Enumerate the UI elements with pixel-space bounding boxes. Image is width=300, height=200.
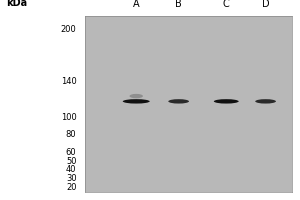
Text: D: D: [262, 0, 269, 9]
Ellipse shape: [168, 99, 189, 104]
Text: 50: 50: [66, 157, 76, 166]
Text: 140: 140: [61, 77, 76, 86]
Text: A: A: [133, 0, 140, 9]
Text: 30: 30: [66, 174, 76, 183]
Ellipse shape: [123, 99, 150, 104]
Text: B: B: [175, 0, 182, 9]
Text: 80: 80: [66, 130, 76, 139]
Text: 100: 100: [61, 113, 76, 122]
Text: 200: 200: [61, 25, 76, 34]
Text: 40: 40: [66, 166, 76, 174]
Text: 20: 20: [66, 183, 76, 192]
Ellipse shape: [255, 99, 276, 104]
Text: kDa: kDa: [6, 0, 27, 8]
Text: 60: 60: [66, 148, 76, 157]
Ellipse shape: [130, 94, 143, 98]
Text: C: C: [223, 0, 230, 9]
Ellipse shape: [214, 99, 239, 104]
